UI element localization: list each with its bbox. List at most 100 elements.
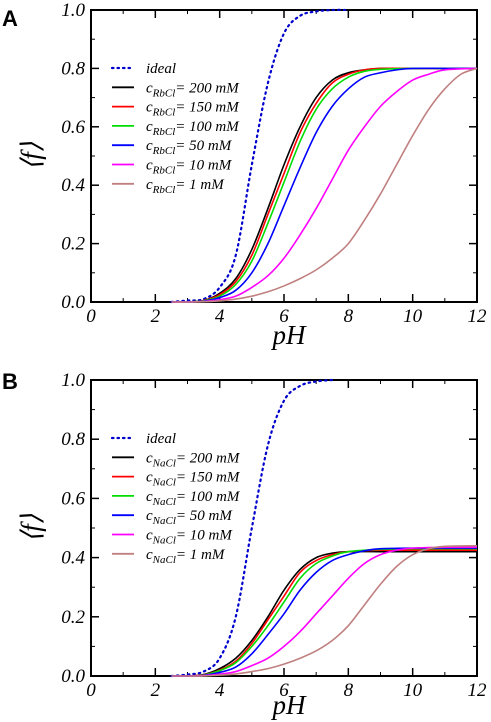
y-tick-label: 1.0 bbox=[61, 0, 85, 21]
x-tick-label: 0 bbox=[86, 306, 96, 327]
legend-label-main: c bbox=[146, 138, 153, 154]
legend-label-tail: = 150 mM bbox=[175, 100, 240, 116]
legend-label-main: c bbox=[146, 528, 153, 544]
legend-label-sub: NaCl bbox=[152, 477, 176, 489]
legend-label-main: ideal bbox=[146, 431, 176, 447]
x-tick-label: 6 bbox=[279, 680, 289, 701]
panel-a: A 0 2 4 6 8 10 120.00.20.40.60.81.0 idealcRbCl… bbox=[2, 0, 487, 350]
panel-label-a: A bbox=[2, 6, 18, 31]
legend-label-main: c bbox=[146, 489, 153, 505]
legend-label-tail: = 1 mM bbox=[176, 547, 226, 563]
series-a bbox=[170, 8, 478, 304]
legend-label-5: cNaCl= 10 mM bbox=[146, 528, 233, 547]
series-line-4 bbox=[171, 67, 478, 303]
y-tick-label: 0.6 bbox=[61, 488, 85, 509]
legend-label-0: ideal bbox=[146, 61, 176, 77]
series-line-0 bbox=[170, 8, 350, 304]
legend-label-5: cRbCl= 10 mM bbox=[146, 158, 233, 177]
legend-label-sub: RbCl bbox=[152, 165, 176, 177]
legend-label-1: cNaCl= 200 mM bbox=[146, 450, 241, 469]
legend-label-tail: = 200 mM bbox=[175, 80, 240, 96]
series-line-1 bbox=[171, 550, 477, 677]
legend-label-tail: = 50 mM bbox=[175, 138, 232, 154]
legend-label-sub: RbCl bbox=[152, 126, 176, 138]
legend-label-4: cNaCl= 50 mM bbox=[146, 508, 233, 527]
series-line-3 bbox=[171, 67, 478, 303]
y-axis-title-b: ⟨f⟩ bbox=[16, 513, 46, 542]
x-tick-label: 2 bbox=[151, 680, 161, 701]
legend-label-sub: NaCl bbox=[152, 457, 176, 469]
x-tick-label: 4 bbox=[215, 680, 225, 701]
legend-label-tail: = 50 mM bbox=[176, 508, 233, 524]
y-tick-label: 0.4 bbox=[61, 175, 85, 196]
legend-label-3: cRbCl= 100 mM bbox=[146, 119, 240, 138]
ticks-b: 0 2 4 6 8 10 12 0.0 0.2 0.4 0.6 0.8 1.0 bbox=[61, 370, 487, 701]
x-axis-title-b: pH bbox=[271, 690, 308, 720]
x-tick-label: 8 bbox=[344, 680, 354, 701]
x-tick-label: 10 bbox=[403, 306, 423, 327]
x-tick-label: 12 bbox=[468, 306, 488, 327]
legend-label-main: c bbox=[146, 100, 153, 116]
x-tick-label: 6 bbox=[279, 306, 289, 327]
legend-label-sub: NaCl bbox=[152, 554, 176, 566]
legend-label-tail: = 100 mM bbox=[175, 119, 240, 135]
x-tick-label: 12 bbox=[468, 680, 488, 701]
y-tick-label: 0.4 bbox=[61, 548, 85, 569]
legend-label-sub: RbCl bbox=[152, 107, 176, 119]
ticks-a: 0 2 4 6 8 10 12 0.0 0.2 0.4 0.6 0.8 1.0 bbox=[61, 0, 487, 327]
legend-label-sub: RbCl bbox=[152, 145, 176, 157]
legend-label-main: c bbox=[146, 158, 153, 174]
x-tick-label: 4 bbox=[215, 306, 225, 327]
series-line-6 bbox=[171, 67, 478, 303]
legend-label-tail: = 150 mM bbox=[176, 470, 241, 486]
series-line-5 bbox=[171, 546, 478, 677]
legend-label-sub: RbCl bbox=[152, 87, 176, 99]
y-tick-label: 0.0 bbox=[61, 666, 85, 687]
legend-label-tail: = 200 mM bbox=[176, 450, 241, 466]
series-b bbox=[170, 378, 478, 678]
panel-b: B 0 2 4 6 8 10 120.00.20.40.60.81.0 idealcNaCl… bbox=[2, 369, 487, 720]
series-line-5 bbox=[171, 67, 478, 303]
y-tick-label: 0.2 bbox=[61, 234, 85, 255]
legend-label-3: cNaCl= 100 mM bbox=[146, 489, 241, 508]
legend-label-6: cNaCl= 1 mM bbox=[146, 547, 226, 566]
x-tick-label: 2 bbox=[151, 306, 161, 327]
legend-label-main: c bbox=[146, 80, 153, 96]
legend-label-main: c bbox=[146, 119, 153, 135]
legend-label-main: c bbox=[146, 470, 153, 486]
legend-label-main: ideal bbox=[146, 61, 176, 77]
series-line-6 bbox=[171, 544, 478, 677]
legend-label-main: c bbox=[146, 547, 153, 563]
x-axis-title-a: pH bbox=[271, 320, 308, 350]
series-line-2 bbox=[171, 549, 477, 677]
legend-label-0: ideal bbox=[146, 431, 176, 447]
y-tick-label: 0.6 bbox=[61, 117, 85, 138]
panel-label-b: B bbox=[2, 369, 18, 394]
legend-label-sub: NaCl bbox=[152, 496, 176, 508]
y-tick-label: 1.0 bbox=[61, 370, 85, 391]
legend-label-main: c bbox=[146, 177, 153, 193]
series-line-4 bbox=[171, 547, 477, 677]
legend-label-sub: NaCl bbox=[152, 515, 176, 527]
x-tick-label: 8 bbox=[344, 306, 354, 327]
legend-label-sub: RbCl bbox=[152, 184, 176, 196]
legend-label-2: cRbCl= 150 mM bbox=[146, 100, 240, 119]
series-line-3 bbox=[171, 547, 477, 677]
x-tick-label: 10 bbox=[403, 680, 423, 701]
series-line-0 bbox=[170, 378, 334, 678]
legend-label-4: cRbCl= 50 mM bbox=[146, 138, 233, 157]
y-axis-title-a: ⟨f⟩ bbox=[16, 141, 46, 170]
y-tick-label: 0.0 bbox=[61, 292, 85, 313]
legend-label-tail: = 10 mM bbox=[176, 528, 233, 544]
legend-label-1: cRbCl= 200 mM bbox=[146, 80, 240, 99]
legend-label-tail: = 10 mM bbox=[175, 158, 232, 174]
y-tick-label: 0.8 bbox=[61, 58, 85, 79]
legend-label-tail: = 100 mM bbox=[176, 489, 241, 505]
legend-label-sub: NaCl bbox=[152, 535, 176, 547]
y-tick-label: 0.2 bbox=[61, 607, 85, 628]
x-tick-label: 0 bbox=[86, 680, 96, 701]
legend-label-2: cNaCl= 150 mM bbox=[146, 470, 241, 489]
